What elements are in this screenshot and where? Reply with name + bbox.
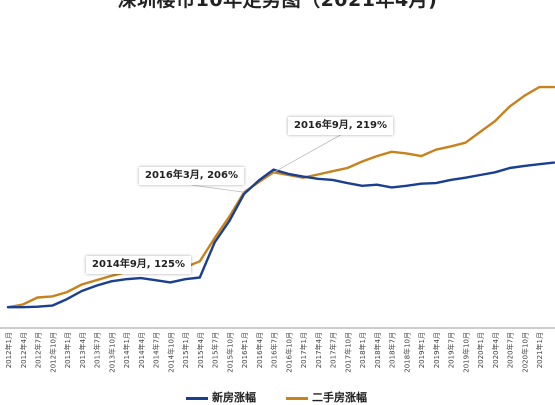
legend-item-new-home: 新房涨幅 — [186, 391, 256, 405]
x-tick-label: 2014年10月 — [166, 332, 175, 373]
annotation-2016-09: 2016年9月, 219% — [288, 117, 393, 135]
x-tick-label: 2020年7月 — [506, 332, 515, 368]
x-tick-label: 2018年4月 — [373, 332, 382, 368]
legend-item-second-hand: 二手房涨幅 — [286, 391, 367, 405]
x-tick-label: 2019年1月 — [417, 332, 426, 368]
annotation-leader-line — [273, 134, 341, 173]
x-tick-label: 2017年7月 — [329, 332, 338, 368]
x-tick-label: 2015年4月 — [196, 332, 205, 368]
annotation-leader-line — [191, 184, 245, 193]
legend-label-new-home: 新房涨幅 — [212, 391, 256, 404]
x-tick-label: 2013年1月 — [63, 332, 72, 368]
x-tick-label: 2020年1月 — [476, 332, 485, 368]
x-tick-label: 2016年7月 — [270, 332, 279, 368]
series-line-second-hand — [6, 85, 555, 309]
x-tick-label: 2012年1月 — [4, 332, 13, 368]
x-tick-label: 2018年10月 — [402, 332, 411, 373]
x-tick-label: 2017年1月 — [299, 332, 308, 368]
x-tick-label: 2016年1月 — [240, 332, 249, 368]
x-tick-label: 2015年7月 — [211, 332, 220, 368]
x-tick-label: 2014年7月 — [152, 332, 161, 368]
annotation-2016-03: 2016年3月, 206% — [139, 167, 244, 185]
chart-legend: 新房涨幅 二手房涨幅 — [0, 391, 555, 405]
x-tick-label: 2015年10月 — [225, 332, 234, 373]
x-tick-label: 2013年7月 — [93, 332, 102, 368]
x-tick-label: 2016年10月 — [284, 332, 293, 373]
x-tick-label: 2019年4月 — [432, 332, 441, 368]
legend-swatch-second-hand — [286, 396, 308, 400]
x-tick-label: 2021年1月 — [535, 332, 544, 368]
legend-label-second-hand: 二手房涨幅 — [312, 391, 367, 404]
x-tick-label: 2013年4月 — [78, 332, 87, 368]
x-tick-label: 2019年10月 — [461, 332, 470, 373]
x-tick-label: 2020年10月 — [520, 332, 529, 373]
x-tick-label: 2012年10月 — [48, 332, 57, 373]
x-tick-label: 2017年4月 — [314, 332, 323, 368]
x-tick-label: 2015年1月 — [181, 332, 190, 368]
annotation-2014-09: 2014年9月, 125% — [86, 256, 191, 274]
x-tick-label: 2018年7月 — [388, 332, 397, 368]
x-tick-label: 2018年1月 — [358, 332, 367, 368]
x-tick-label: 2013年10月 — [107, 332, 116, 373]
x-tick-label: 2012年4月 — [19, 332, 28, 368]
x-tick-label: 2020年4月 — [491, 332, 500, 368]
chart-title: 深圳楼市10年走势图（2021年4月) — [117, 0, 438, 11]
legend-swatch-new-home — [186, 396, 208, 400]
x-tick-label: 2017年10月 — [343, 332, 352, 373]
x-tick-label: 2014年1月 — [122, 332, 131, 368]
x-tick-label: 2014年4月 — [137, 332, 146, 368]
x-tick-label: 2016年4月 — [255, 332, 264, 368]
x-tick-label: 2019年7月 — [447, 332, 456, 368]
series-line-new-home — [6, 161, 555, 309]
x-tick-label: 2012年7月 — [34, 332, 43, 368]
